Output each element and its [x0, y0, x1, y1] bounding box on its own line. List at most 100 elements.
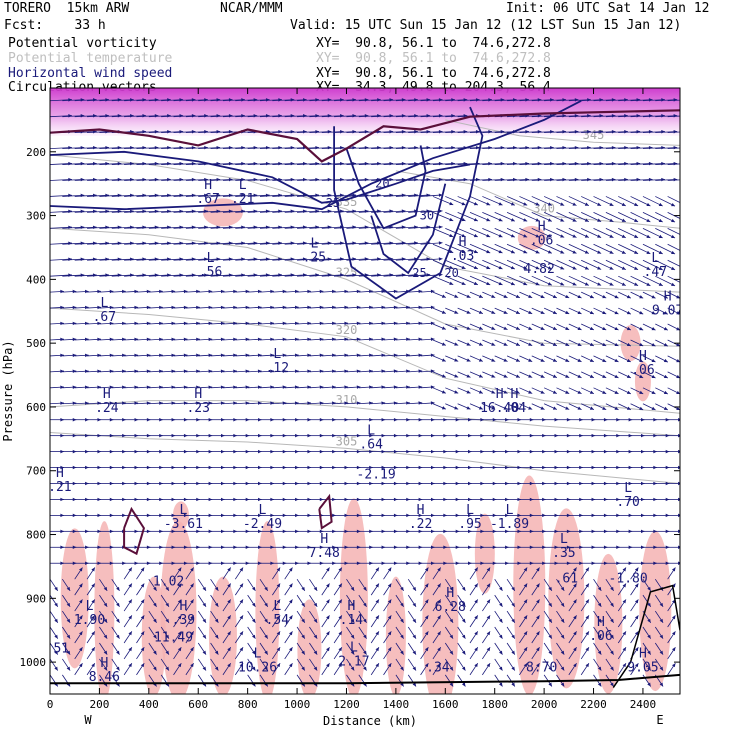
circulation-vector	[642, 131, 665, 134]
extremum-mark: L	[560, 532, 568, 547]
pv-patch	[297, 599, 322, 694]
circulation-vector	[556, 99, 579, 102]
circulation-vector	[679, 196, 680, 197]
circulation-vector-head	[105, 209, 110, 214]
circulation-vector-head	[295, 513, 299, 518]
circulation-vector-head	[183, 465, 188, 470]
circulation-vector-head	[278, 145, 282, 150]
circulation-vector	[99, 178, 122, 181]
circulation-vector	[642, 227, 663, 239]
circulation-vector-head	[295, 545, 299, 550]
circulation-vector-head	[523, 631, 528, 636]
circulation-vector-head	[233, 497, 237, 502]
circulation-vector	[198, 194, 221, 197]
y-tick-label: 400	[26, 273, 46, 286]
circulation-vector-head	[294, 289, 299, 294]
circulation-vector-head	[418, 369, 423, 373]
circulation-vector	[272, 99, 295, 102]
circulation-vector-head	[196, 449, 200, 454]
circulation-vector	[111, 274, 134, 277]
circulation-vector	[272, 178, 295, 181]
circulation-vector-head	[418, 401, 423, 405]
circulation-vector	[272, 210, 295, 213]
circulation-vector-head	[665, 561, 670, 565]
circulation-vector-head	[338, 599, 342, 604]
circulation-vector-head	[591, 449, 596, 454]
circulation-vector-head	[319, 353, 324, 357]
circulation-vector	[136, 242, 159, 245]
circulation-vector	[469, 259, 491, 270]
circulation-vector-head	[624, 145, 628, 150]
circulation-vector	[247, 242, 270, 245]
circulation-vector	[210, 99, 233, 102]
circulation-vector-head	[340, 177, 344, 182]
circulation-vector	[642, 275, 663, 287]
circulation-vector-head	[66, 634, 71, 639]
circulation-vector	[432, 259, 454, 270]
circulation-vector-head	[454, 326, 459, 330]
circulation-vector-head	[332, 321, 336, 326]
circulation-vector	[321, 210, 344, 213]
circulation-vector-head	[196, 337, 200, 342]
circulation-vector-head	[589, 342, 594, 346]
circulation-vector	[432, 131, 455, 134]
circulation-vector	[667, 275, 680, 283]
circulation-vector-head	[528, 374, 533, 378]
circulation-vector-head	[289, 615, 293, 620]
circulation-vector-head	[369, 433, 373, 438]
circulation-vector	[99, 258, 122, 261]
circulation-vector-head	[400, 666, 404, 671]
circulation-vector	[593, 196, 614, 207]
circulation-vector-head	[338, 615, 342, 620]
circulation-vector-head	[560, 202, 565, 206]
circulation-vector	[297, 226, 320, 229]
circulation-vector	[655, 163, 678, 165]
circulation-vector-head	[560, 586, 565, 591]
circulation-vector-head	[591, 513, 596, 518]
circulation-vector-head	[171, 433, 176, 438]
circulation-vector-head	[245, 545, 250, 550]
circulation-vector-head	[183, 305, 188, 310]
circulation-vector-head	[430, 561, 435, 565]
circulation-vector-head	[406, 513, 410, 518]
circulation-vector-head	[393, 305, 398, 310]
circulation-vector-head	[117, 225, 122, 230]
theta-contour-line	[50, 154, 680, 293]
circulation-vector-head	[117, 257, 122, 261]
circulation-vector-head	[381, 369, 386, 373]
circulation-vector-head	[412, 666, 417, 671]
circulation-vector	[309, 131, 332, 134]
circulation-vector-head	[628, 497, 633, 502]
circulation-vector-head	[227, 599, 231, 604]
circulation-vector	[272, 147, 295, 149]
circulation-vector-head	[603, 449, 608, 454]
circulation-vector	[605, 227, 626, 239]
circulation-vector-head	[466, 342, 471, 346]
circulation-vector	[259, 274, 282, 277]
circulation-vector	[469, 243, 491, 254]
circulation-vector	[124, 274, 147, 277]
circulation-vector-head	[153, 618, 157, 623]
circulation-vector-head	[220, 529, 225, 534]
circulation-vector	[321, 274, 344, 277]
circulation-vector	[544, 99, 567, 102]
circulation-vector-head	[443, 481, 447, 486]
circulation-vector-head	[79, 567, 83, 572]
circulation-vector-head	[597, 202, 602, 206]
circulation-vector-head	[491, 342, 496, 346]
circulation-vector	[457, 99, 480, 102]
circulation-vector-head	[369, 369, 373, 373]
circulation-vector	[185, 194, 208, 197]
circulation-vector-head	[451, 161, 455, 166]
circulation-vector-head	[500, 145, 505, 150]
circulation-vector-head	[515, 358, 520, 362]
circulation-vector-head	[227, 567, 231, 572]
circulation-vector-head	[426, 225, 431, 229]
circulation-vector-head	[424, 583, 429, 588]
circulation-vector-head	[245, 385, 250, 389]
circulation-vector-head	[614, 342, 619, 346]
circulation-vector-head	[302, 241, 307, 245]
circulation-vector-head	[400, 634, 404, 639]
circulation-vector-head	[295, 465, 299, 470]
